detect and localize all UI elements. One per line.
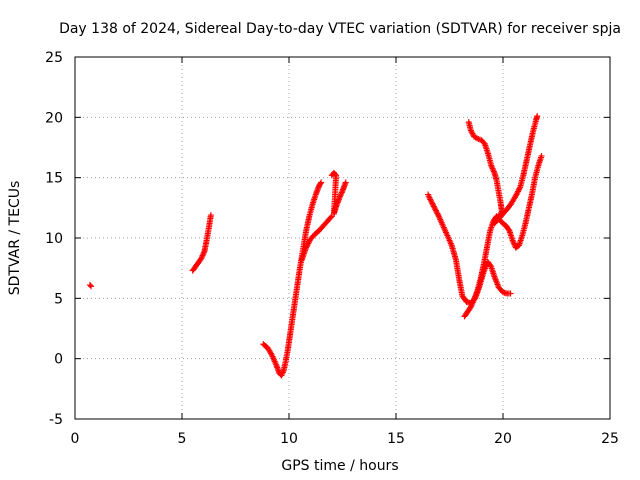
data-point xyxy=(88,283,95,290)
data-point xyxy=(317,180,324,187)
data-point xyxy=(487,262,494,269)
x-tick-label: 25 xyxy=(601,431,619,447)
data-point xyxy=(318,179,325,186)
y-tick-label: 15 xyxy=(45,171,63,187)
x-tick-label: 10 xyxy=(280,431,298,447)
x-tick-labels: 0 5 10 15 20 25 xyxy=(71,431,619,447)
x-tick-label: 0 xyxy=(71,431,80,447)
y-tick-label: 5 xyxy=(54,291,63,307)
y-tick-label: -5 xyxy=(49,412,63,428)
y-axis-title: SDTVAR / TECUs xyxy=(7,181,23,296)
x-tick-label: 20 xyxy=(494,431,512,447)
data-point xyxy=(505,226,512,233)
data-point xyxy=(534,113,541,120)
data-point xyxy=(332,171,339,178)
y-tick-label: 10 xyxy=(45,231,63,247)
x-tick-label: 15 xyxy=(387,431,405,447)
y-tick-labels: -5 0 5 10 15 20 25 xyxy=(45,50,63,428)
data-point xyxy=(538,152,545,159)
axis-ticks xyxy=(74,56,611,420)
data-point xyxy=(327,214,334,221)
data-point xyxy=(342,179,349,186)
grid-lines xyxy=(75,57,610,419)
chart-title: Day 138 of 2024, Sidereal Day-to-day VTE… xyxy=(59,21,621,37)
y-tick-label: 20 xyxy=(45,110,63,126)
data-points xyxy=(86,113,545,379)
y-tick-label: 0 xyxy=(54,352,63,368)
data-point xyxy=(86,282,93,289)
data-point xyxy=(507,290,514,297)
x-tick-label: 5 xyxy=(178,431,187,447)
y-tick-label: 25 xyxy=(45,50,63,66)
data-point xyxy=(207,212,214,219)
x-axis-title: GPS time / hours xyxy=(281,458,398,474)
